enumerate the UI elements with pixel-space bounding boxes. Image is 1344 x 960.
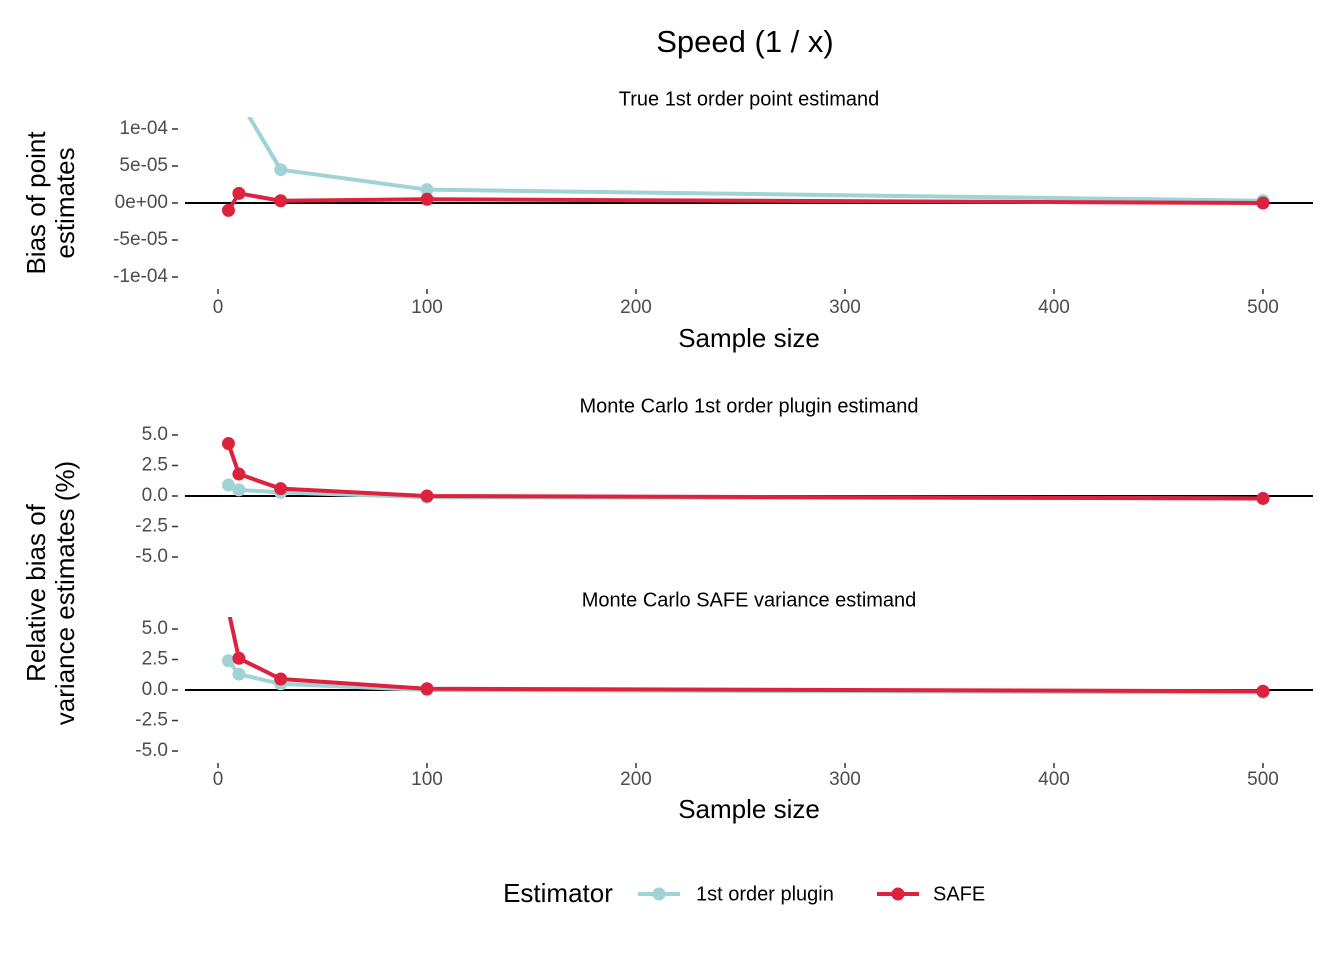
- plot-area: [221, 117, 1270, 217]
- legend-key-point: [891, 887, 905, 901]
- x-tick-label: 0: [213, 297, 224, 318]
- x-tick-label: 300: [829, 769, 861, 790]
- y-tick-label: 5.0: [142, 618, 168, 639]
- y-tick-label: -1e-04: [113, 266, 168, 287]
- series-line: [226, 191, 1264, 212]
- x-tick-label: 500: [1247, 297, 1279, 318]
- x-tick-label: 200: [620, 769, 652, 790]
- x-tick-label: 100: [411, 769, 443, 790]
- x-tick-label: 200: [620, 297, 652, 318]
- point: [221, 478, 235, 492]
- x-tick-label: 400: [1038, 297, 1070, 318]
- point: [221, 203, 235, 217]
- y-tick-label: 2.5: [142, 455, 168, 476]
- point: [232, 186, 246, 200]
- facet-title: Monte Carlo 1st order plugin estimand: [579, 395, 918, 417]
- y-tick-label: -2.5: [135, 710, 168, 731]
- x-axis-title: Sample size: [678, 323, 820, 353]
- plot-area: [221, 617, 1270, 699]
- y-tick-label: 1e-04: [119, 118, 168, 139]
- point: [232, 651, 246, 665]
- plot-area: [221, 437, 1270, 505]
- y-axis-title-line: Relative bias of: [21, 503, 51, 682]
- y-tick-label: 5e-05: [119, 155, 168, 176]
- point: [274, 194, 288, 208]
- y-tick-label: -2.5: [135, 516, 168, 537]
- series-line: [226, 442, 1264, 501]
- x-tick-label: 0: [213, 769, 224, 790]
- y-tick-label: 2.5: [142, 649, 168, 670]
- point: [232, 483, 246, 497]
- y-tick-label: 0e+00: [115, 192, 168, 213]
- y-tick-label: -5.0: [135, 546, 168, 567]
- x-tick-label: 400: [1038, 769, 1070, 790]
- chart-title: Speed (1 / x): [656, 24, 833, 59]
- point: [1256, 491, 1270, 505]
- point: [420, 192, 434, 206]
- y-axis-title-line: variance estimates (%): [50, 461, 80, 725]
- point: [420, 682, 434, 696]
- point: [232, 467, 246, 481]
- x-axis-title: Sample size: [678, 794, 820, 824]
- point: [420, 489, 434, 503]
- facet-title: Monte Carlo SAFE variance estimand: [582, 589, 917, 611]
- legend-title: Estimator: [503, 878, 613, 908]
- x-tick-label: 300: [829, 297, 861, 318]
- point: [1256, 684, 1270, 698]
- y-axis-title: Bias of pointestimates: [21, 131, 80, 275]
- facet-title: True 1st order point estimand: [619, 88, 880, 110]
- y-axis-title-line: Bias of point: [21, 131, 51, 275]
- y-axis-title: Relative bias ofvariance estimates (%): [21, 461, 80, 725]
- legend-label: 1st order plugin: [696, 883, 834, 905]
- y-tick-label: -5e-05: [113, 229, 168, 250]
- y-tick-label: 5.0: [142, 424, 168, 445]
- x-tick-label: 500: [1247, 769, 1279, 790]
- point: [1256, 196, 1270, 210]
- point: [221, 437, 235, 451]
- y-tick-label: -5.0: [135, 740, 168, 761]
- y-tick-label: 0.0: [142, 679, 168, 700]
- x-tick-label: 100: [411, 297, 443, 318]
- point: [274, 482, 288, 496]
- legend-key-point: [652, 887, 666, 901]
- series-line: [227, 617, 1264, 694]
- point: [232, 667, 246, 681]
- point: [221, 654, 235, 668]
- y-tick-label: 0.0: [142, 485, 168, 506]
- legend-label: SAFE: [933, 883, 985, 905]
- y-axis-title-line: estimates: [50, 147, 80, 258]
- point: [274, 672, 288, 686]
- point: [420, 183, 434, 197]
- point: [274, 163, 288, 177]
